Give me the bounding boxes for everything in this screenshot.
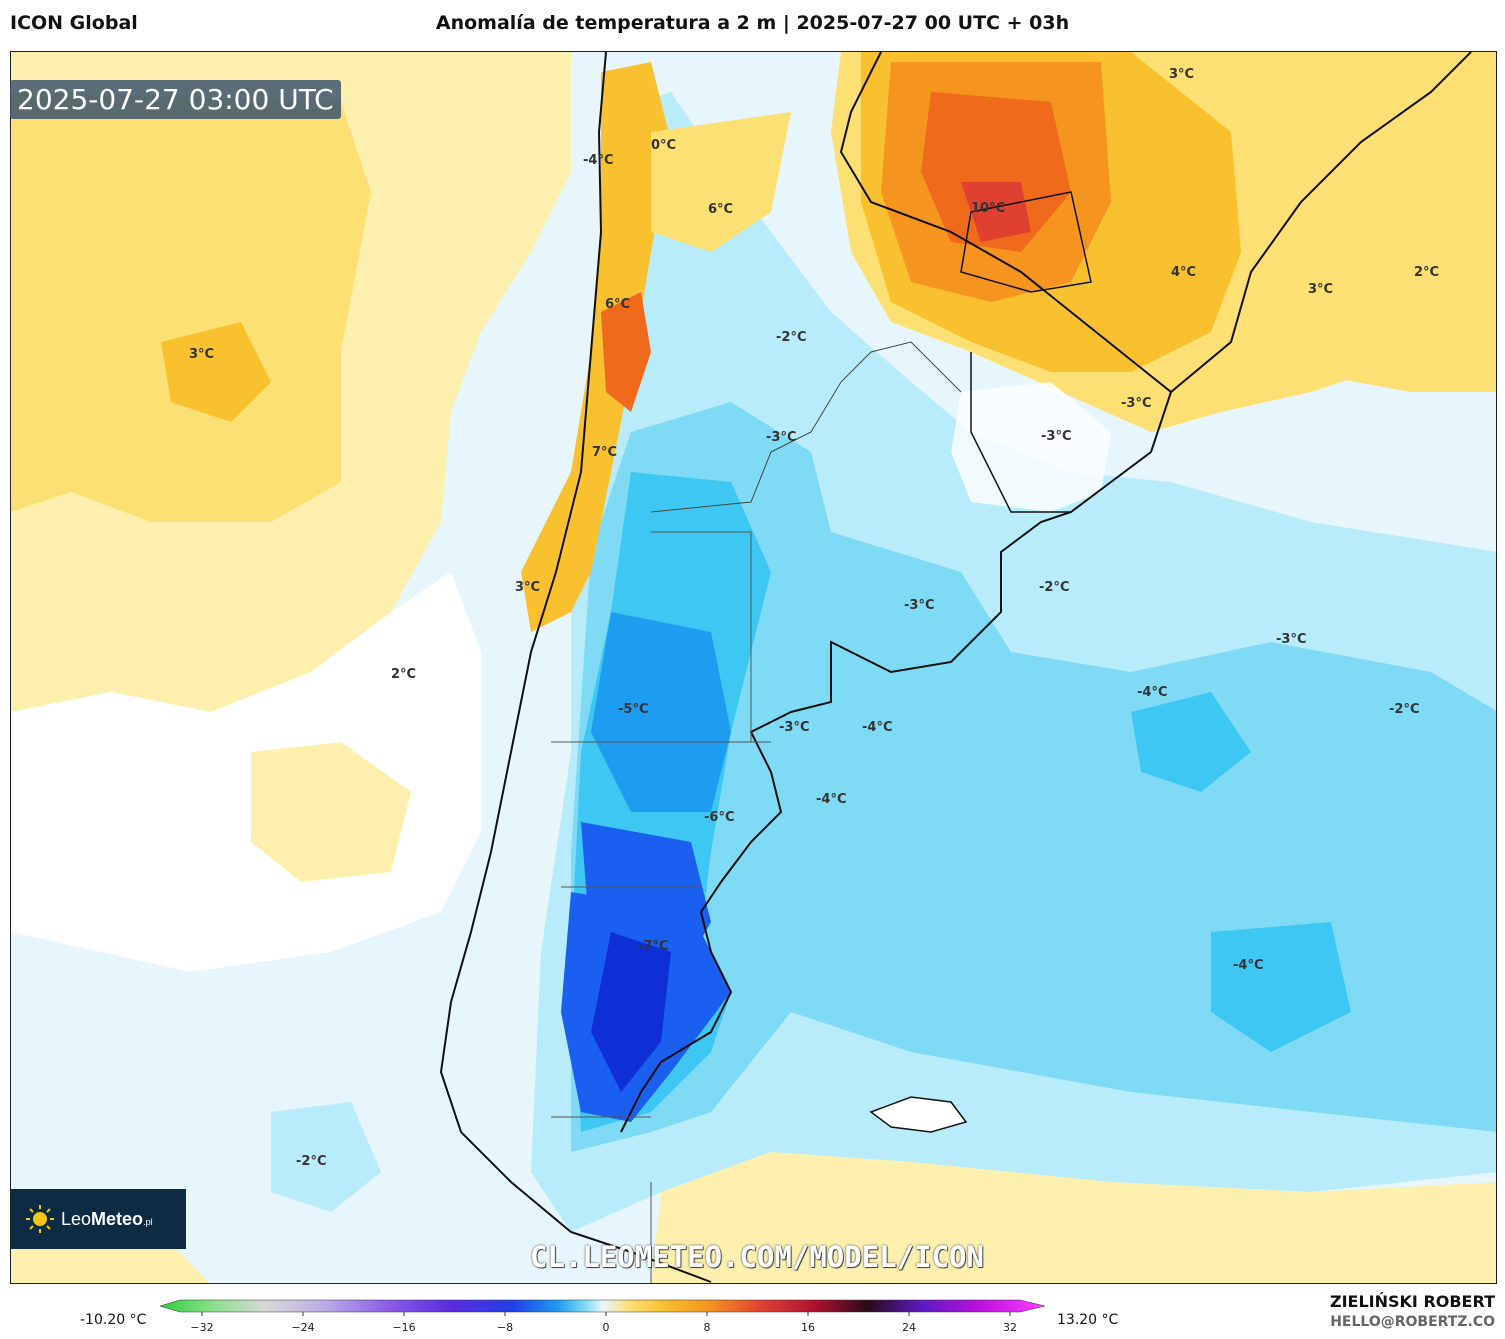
atlantic-coastline <box>620 52 1173 1133</box>
contour-label: -3°C <box>779 720 809 735</box>
colorbar-tick-label: −32 <box>190 1321 213 1334</box>
contour-label: 10°C <box>971 201 1005 216</box>
leometeo-logo[interactable]: LeoMeteo.pl <box>11 1189 186 1249</box>
contour-label: -4°C <box>1233 958 1263 973</box>
colorbar-tick-label: 24 <box>902 1321 916 1334</box>
contour-label: -3°C <box>1041 429 1071 444</box>
author-credit: ZIELIŃSKI ROBERT <box>1329 1292 1495 1311</box>
cold-atlantic-core-1 <box>1131 692 1251 792</box>
contour-label: -4°C <box>816 792 846 807</box>
colorbar-tick-label: 32 <box>1003 1321 1017 1334</box>
contour-label: -3°C <box>1276 632 1306 647</box>
uruguay-neutral <box>951 382 1111 512</box>
colorbar-tick-label: −16 <box>392 1321 415 1334</box>
contour-label: -2°C <box>776 330 806 345</box>
cold-core-north <box>591 612 731 812</box>
contour-label: 3°C <box>1308 282 1333 297</box>
contour-label: 7°C <box>592 445 617 460</box>
uruguay-border <box>970 352 1071 513</box>
logo-wordmark: LeoMeteo.pl <box>61 1208 153 1229</box>
colorbar-tick-label: −8 <box>497 1321 513 1334</box>
contour-label: 4°C <box>1171 265 1196 280</box>
colorbar-gradient <box>159 1299 1046 1313</box>
brazil-coastline <box>1170 52 1472 393</box>
cold-core-deepest <box>591 932 671 1092</box>
paraguay-border <box>960 191 1092 293</box>
contour-label: 6°C <box>708 202 733 217</box>
contour-label: -4°C <box>862 720 892 735</box>
warm-northeast-deep <box>921 92 1071 252</box>
sun-icon <box>26 1205 54 1233</box>
contour-label: -2°C <box>1039 580 1069 595</box>
warm-patch-2c <box>251 742 411 882</box>
warm-south-belt <box>651 1152 1496 1283</box>
colorbar: −32 −24 −16 −8 0 8 16 24 32 <box>159 1299 1046 1334</box>
colorbar-max-label: 13.20 °C <box>1057 1312 1119 1328</box>
warm-pacific-core <box>11 92 371 522</box>
author-email[interactable]: HELLO@ROBERTZ.CO <box>1330 1314 1495 1330</box>
falkland-islands <box>869 1096 968 1133</box>
contour-label: 3°C <box>515 580 540 595</box>
valid-time-badge: 2025-07-27 03:00 UTC <box>10 80 341 119</box>
andes-warm-peak <box>601 292 651 412</box>
contour-label: 3°C <box>1169 67 1194 82</box>
contour-label: 2°C <box>391 667 416 682</box>
pacific-coastline <box>439 52 712 1283</box>
province-border-1 <box>650 341 962 513</box>
cold-southwest-core <box>271 1102 381 1212</box>
colorbar-tick-label: 0 <box>603 1321 610 1334</box>
contour-label: -3°C <box>904 598 934 613</box>
contour-label: -7°C <box>638 939 668 954</box>
contour-label: 2°C <box>1414 265 1439 280</box>
colorbar-tick-label: 8 <box>704 1321 711 1334</box>
colorbar-min-label: -10.20 °C <box>80 1312 147 1328</box>
colorbar-tick-label: −24 <box>291 1321 314 1334</box>
contour-label: -3°C <box>1121 396 1151 411</box>
site-watermark: CL.LEOMETEO.COM/MODEL/ICON <box>530 1240 984 1274</box>
cold-atlantic-core-2 <box>1211 922 1351 1052</box>
contour-label: -4°C <box>1137 685 1167 700</box>
andes-warm-strip <box>521 62 671 632</box>
contour-label: -4°C <box>583 153 613 168</box>
colorbar-tick-label: 16 <box>801 1321 815 1334</box>
map-title: Anomalía de temperatura a 2 m | 2025-07-… <box>435 12 1070 34</box>
model-name: ICON Global <box>10 12 138 34</box>
contour-label: -3°C <box>766 430 796 445</box>
warm-atlantic-patch <box>1281 202 1496 392</box>
warm-northeast-peak <box>961 182 1031 242</box>
contour-label: -5°C <box>618 702 648 717</box>
contour-label: 3°C <box>189 347 214 362</box>
contour-label: -2°C <box>296 1154 326 1169</box>
contour-label: -2°C <box>1389 702 1419 717</box>
temperature-anomaly-map[interactable]: 3°C 2°C 3°C 2°C 3°C -4°C 0°C 6°C 6°C 7°C… <box>10 51 1497 1284</box>
contour-label: -6°C <box>704 810 734 825</box>
andes-north-warm <box>651 112 791 252</box>
warm-pacific-center <box>161 322 271 422</box>
contour-label: 6°C <box>605 297 630 312</box>
map-canvas: 3°C 2°C 3°C 2°C 3°C -4°C 0°C 6°C 6°C 7°C… <box>11 52 1496 1283</box>
contour-label: 0°C <box>651 138 676 153</box>
